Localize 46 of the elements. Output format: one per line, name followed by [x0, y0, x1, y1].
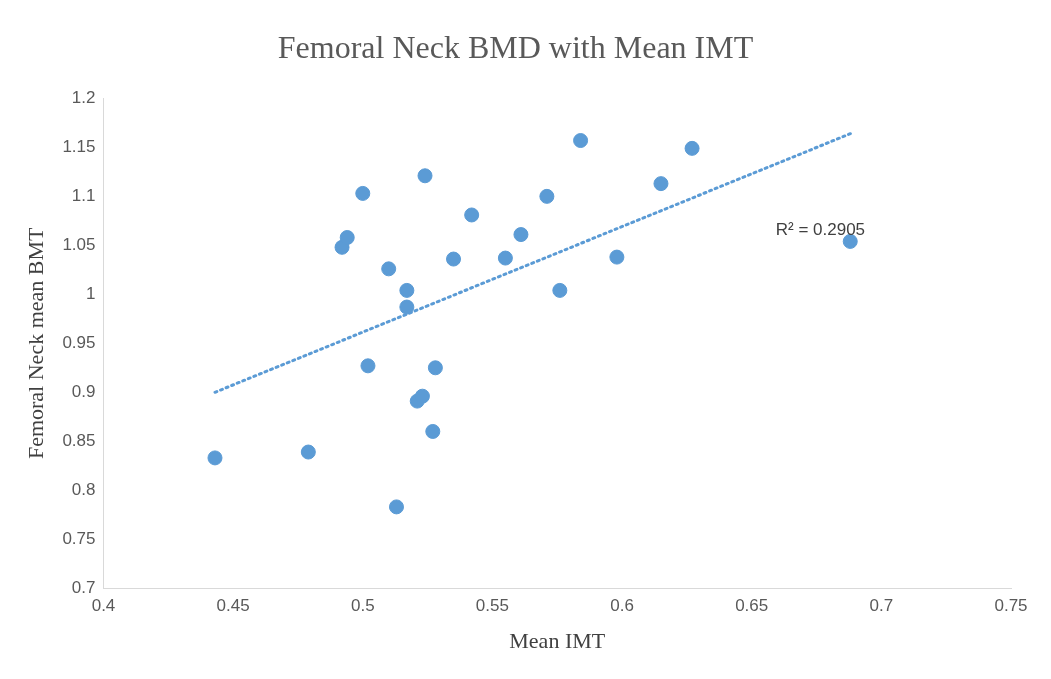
point: [388, 499, 404, 515]
x-tick-label: 0.5: [350, 596, 375, 616]
point: [355, 185, 371, 201]
x-tick-label: 0.7: [869, 596, 894, 616]
point: [414, 388, 430, 404]
y-tick-label: 0.9: [71, 381, 96, 401]
point: [399, 299, 415, 315]
point: [381, 261, 397, 277]
point: [399, 282, 415, 298]
point: [360, 358, 376, 374]
point: [427, 360, 443, 376]
point: [446, 251, 462, 267]
x-tick-label: 0.55: [475, 596, 509, 616]
x-tick-label: 0.45: [216, 596, 250, 616]
y-tick-label: 1.2: [71, 88, 96, 108]
point: [539, 188, 555, 204]
x-axis-title: Mean IMT: [509, 627, 606, 653]
point: [573, 133, 589, 149]
x-tick-label: 0.75: [994, 596, 1028, 616]
point: [464, 207, 480, 223]
point: [497, 250, 513, 266]
chart-title: Femoral Neck BMD with Mean IMT: [277, 28, 754, 65]
y-axis-title: Femoral Neck mean BMT: [22, 226, 48, 460]
point: [417, 168, 433, 184]
point: [339, 230, 355, 245]
x-tick-label: 0.6: [610, 596, 634, 616]
point: [425, 423, 441, 439]
y-tick-label: 0.7: [71, 577, 96, 597]
annotation: R² = 0.2905: [775, 220, 866, 240]
y-tick-label: 0.85: [62, 430, 96, 450]
y-tick-label: 0.95: [62, 332, 96, 352]
point: [300, 444, 316, 460]
point: [513, 227, 529, 243]
y-tick-label: 0.8: [71, 479, 96, 499]
point: [207, 450, 223, 466]
x-tick-label: 0.4: [91, 596, 116, 616]
y-tick-label: 1.05: [62, 235, 96, 255]
point: [552, 282, 568, 298]
y-tick-label: 1.1: [71, 186, 96, 206]
point: [684, 140, 700, 156]
point: [609, 249, 625, 265]
point: [653, 176, 669, 192]
y-tick-label: 0.75: [62, 528, 96, 548]
x-tick-label: 0.65: [735, 596, 769, 616]
y-tick-label: 1: [86, 284, 96, 304]
y-tick-label: 1.15: [62, 137, 96, 157]
